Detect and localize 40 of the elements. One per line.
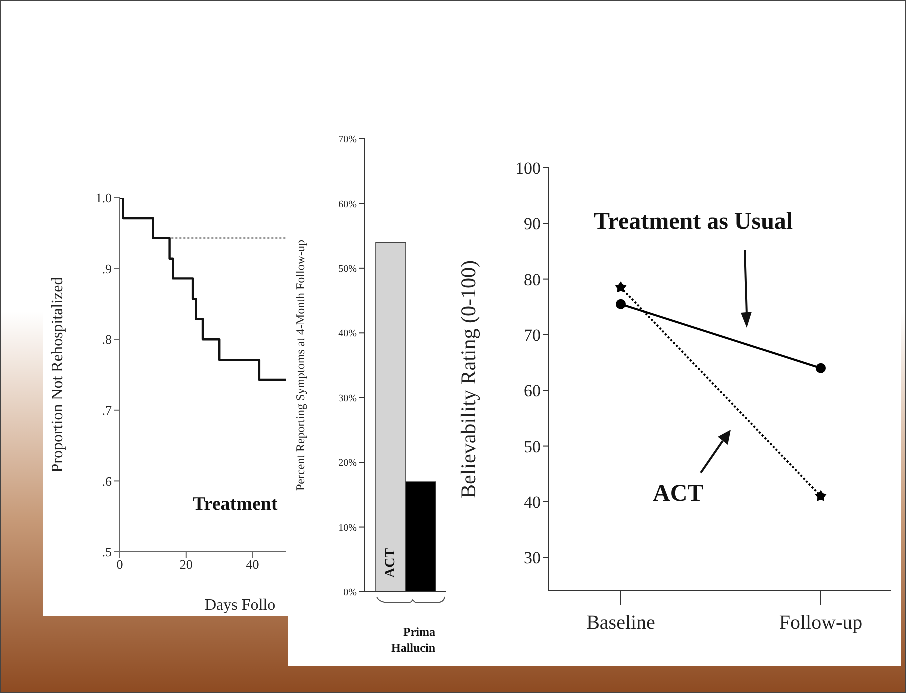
y-tick-label: 80 (524, 270, 541, 290)
annotation: Treatment as Usual (594, 209, 794, 236)
series-label: ACT (384, 548, 398, 578)
y-tick-label: 70 (524, 326, 541, 346)
point (615, 282, 627, 293)
y-tick-label: 90 (524, 214, 541, 234)
point (816, 363, 826, 374)
y-tick-label: 40 (524, 492, 541, 512)
y-tick-label: 30 (524, 548, 541, 568)
y-tick-label: 1.0 (96, 190, 112, 206)
point (815, 490, 827, 502)
x-tick-label: 40 (246, 557, 260, 572)
y-tick-label: 40% (338, 328, 357, 340)
annotation: Treatment (193, 494, 278, 516)
x-tick-label: 0 (116, 557, 124, 572)
y-tick-label: .9 (102, 261, 112, 276)
y-tick-label: 100 (516, 159, 541, 178)
x-tick-label: Baseline (586, 612, 656, 634)
y-tick-label: 50% (338, 264, 357, 275)
point (616, 299, 626, 310)
y-tick-label: 20% (338, 458, 357, 470)
y-tick-label: .8 (102, 332, 112, 348)
y-tick-label: .7 (102, 403, 112, 418)
y-tick-label: 60 (524, 382, 541, 401)
y-axis-title: Percent Reporting Symptoms at 4-Month Follow-up (293, 240, 308, 491)
annotation: ACT (653, 481, 704, 508)
y-axis-title: Believability Rating (0-100) (456, 260, 480, 498)
y-tick-label: .6 (102, 474, 112, 489)
y-tick-label: 10% (338, 522, 357, 534)
y-tick-label: 50 (524, 437, 541, 456)
y-tick-label: .5 (102, 544, 112, 560)
x-axis-title: Days Follo (205, 597, 276, 614)
y-tick-label: 60% (338, 199, 357, 210)
y-tick-label: 30% (338, 393, 357, 404)
x-tick-label: 20 (180, 557, 193, 572)
y-axis-title: Proportion Not Rehospitalized (50, 277, 67, 473)
x-tick-label: Follow-up (779, 612, 863, 634)
y-tick-label: 0% (344, 588, 357, 599)
y-tick-label: 70% (338, 134, 357, 146)
x-tick-label: Prima Hallucin (391, 625, 436, 655)
